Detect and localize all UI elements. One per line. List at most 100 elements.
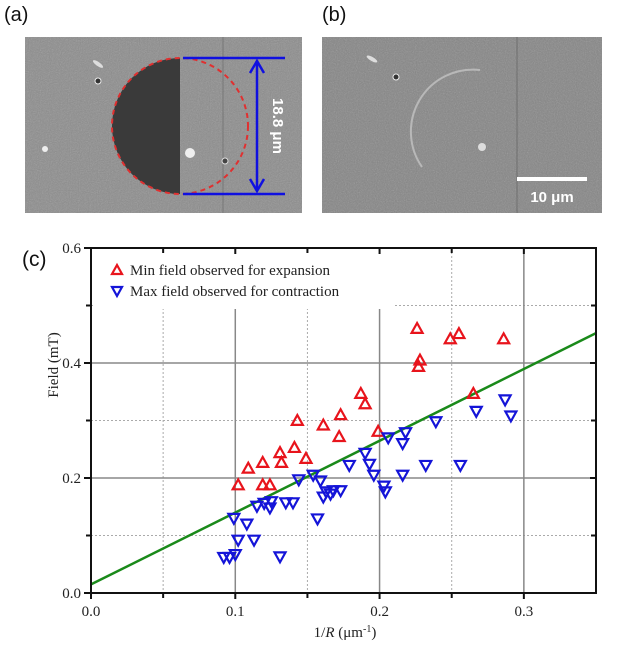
contraction-point — [398, 427, 413, 441]
legend-background — [94, 251, 394, 309]
expansion-point — [274, 454, 289, 468]
contraction-point — [380, 432, 396, 446]
x-axis-title-post: ) — [371, 625, 376, 641]
y-tick-label: 0.4 — [62, 356, 81, 372]
panel-b-label: (b) — [322, 4, 347, 26]
expansion-point — [353, 385, 369, 399]
axes: 0.0 0.1 0.2 0.3 0.0 0.2 0.4 0.6 — [62, 241, 597, 620]
micrograph-a: 18.8 μm — [25, 37, 302, 213]
legend-marker-expansion — [110, 262, 124, 276]
expansion-point — [255, 454, 271, 468]
contraction-point — [315, 491, 331, 505]
contraction-point — [395, 438, 411, 452]
contraction-point — [278, 497, 294, 511]
contraction-point — [285, 497, 301, 511]
debris — [94, 77, 102, 85]
contraction-point — [366, 469, 382, 483]
dark-domain — [112, 58, 180, 194]
y-tick-label: 0.6 — [62, 241, 81, 257]
x-axis-title: 1/R (μm-1) — [314, 624, 377, 642]
expansion-point — [315, 417, 331, 431]
x-tick-label: 0.0 — [82, 604, 101, 620]
expansion-point — [240, 460, 256, 474]
contraction-point — [313, 475, 328, 489]
contraction-point — [497, 394, 513, 408]
scale-bar — [517, 177, 587, 181]
y-tick-label: 0.2 — [62, 471, 81, 487]
panel-c-label: (c) — [22, 248, 47, 271]
x-axis-title-pre: 1/ — [314, 625, 327, 641]
x-tick-label: 0.1 — [226, 604, 245, 620]
debris — [221, 157, 229, 165]
expansion-point — [272, 444, 288, 459]
debris — [42, 146, 48, 152]
expansion-point — [411, 358, 426, 372]
expansion-point — [287, 439, 302, 454]
contraction-point — [418, 459, 434, 474]
expansion-point — [409, 320, 425, 334]
arrow-head-down-icon — [248, 178, 266, 194]
faint-domain-trace — [409, 68, 481, 168]
micrograph-b: 10 μm — [322, 37, 602, 213]
expansion-point — [451, 325, 467, 340]
contraction-point — [230, 534, 246, 548]
micrograph-a-graphic: 18.8 μm — [25, 37, 302, 213]
x-axis-title-var: R — [324, 625, 334, 641]
expansion-point — [357, 396, 373, 410]
micrograph-b-graphic: 10 μm — [322, 37, 602, 213]
fit-line — [90, 331, 597, 586]
contraction-point — [262, 502, 278, 516]
expansion-point — [370, 423, 386, 437]
contraction-point — [503, 410, 519, 424]
debris — [478, 143, 486, 151]
x-axis-title-sup: -1 — [363, 624, 371, 635]
y-tick-label: 0.0 — [62, 586, 81, 602]
domain-outline — [111, 57, 249, 195]
contraction-point — [453, 459, 468, 474]
contraction-point — [222, 551, 237, 566]
panel-a-label: (a) — [4, 4, 29, 26]
legend-label-contraction: Max field observed for contraction — [130, 284, 340, 300]
x-tick-label: 0.3 — [514, 604, 533, 620]
arrow-head-up-icon — [248, 58, 266, 74]
measurement-label: 18.8 μm — [269, 98, 286, 154]
x-tick-label: 0.2 — [370, 604, 389, 620]
contraction-point — [468, 405, 484, 420]
legend-label-expansion: Min field observed for expansion — [130, 263, 330, 279]
expansion-point — [496, 331, 512, 345]
expansion-point — [465, 385, 481, 399]
contraction-point — [291, 474, 307, 488]
contraction-point — [428, 416, 444, 430]
data-points — [216, 320, 519, 566]
x-axis-title-unit: (μm — [335, 625, 364, 641]
expansion-point — [255, 477, 271, 491]
y-axis-title: Field (mT) — [46, 332, 62, 397]
contraction-point — [341, 459, 357, 474]
scatter-chart: 0.0 0.1 0.2 0.3 0.0 0.2 0.4 0.6 Min field obser… — [46, 241, 597, 642]
legend-marker-contraction — [110, 285, 124, 299]
contraction-point — [249, 500, 265, 514]
expansion-point — [289, 412, 305, 426]
contraction-point — [310, 513, 325, 527]
contraction-point — [246, 534, 262, 548]
scale-bar-label: 10 μm — [530, 189, 573, 206]
expansion-point — [262, 477, 278, 491]
legend: Min field observed for expansion Max fie… — [110, 262, 340, 300]
contraction-point — [226, 512, 242, 527]
contraction-point — [272, 551, 288, 565]
contraction-point — [239, 518, 255, 532]
expansion-point — [331, 428, 347, 443]
contraction-point — [227, 548, 243, 563]
contraction-point — [357, 447, 373, 462]
contraction-point — [377, 486, 393, 500]
debris — [92, 60, 104, 68]
contraction-point — [362, 458, 377, 472]
micrograph-noise — [322, 37, 602, 213]
expansion-point — [230, 477, 246, 491]
debris — [392, 73, 400, 81]
debris — [366, 55, 378, 63]
fit-line-group — [90, 331, 597, 586]
contraction-point — [395, 469, 411, 483]
expansion-point — [333, 406, 348, 421]
debris — [185, 148, 195, 158]
